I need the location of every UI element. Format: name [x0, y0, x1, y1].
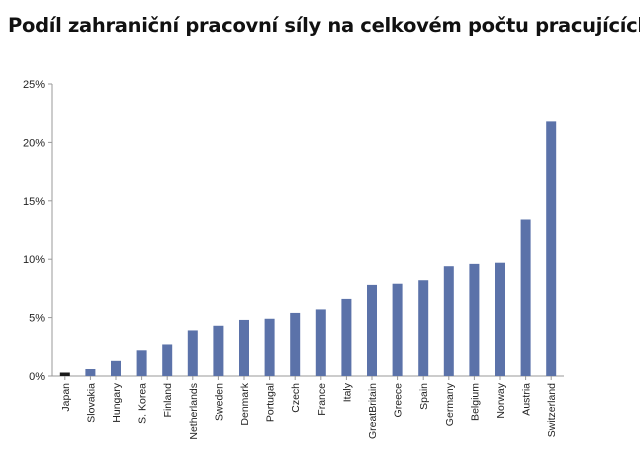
x-tick-label: Netherlands	[188, 383, 200, 440]
bar	[392, 283, 403, 376]
bar	[162, 344, 173, 376]
bar	[546, 121, 557, 376]
x-tick-label: Spain	[418, 383, 430, 410]
y-tick-label: 25%	[23, 79, 45, 91]
bar	[315, 309, 326, 376]
bar	[59, 372, 70, 376]
bar	[341, 298, 352, 376]
x-tick-label: Belgium	[469, 383, 481, 421]
x-tick-label: S. Korea	[137, 383, 149, 424]
x-tick-label: Portugal	[265, 383, 277, 422]
y-tick-label: 20%	[23, 137, 45, 149]
bars	[59, 121, 557, 376]
x-tick-label: Germany	[444, 382, 456, 426]
x-tick-label: Czech	[290, 383, 302, 413]
x-tick-label: Sweden	[213, 383, 225, 421]
bar	[443, 266, 454, 376]
x-tick-label: GreatBritain	[367, 383, 379, 439]
bar	[495, 262, 505, 376]
y-tick-label: 15%	[23, 196, 45, 208]
chart-axes	[51, 84, 564, 377]
bar	[418, 280, 429, 376]
bar	[520, 219, 531, 376]
bar	[213, 325, 224, 376]
x-tick-label: Austria	[521, 383, 533, 416]
x-tick-label: Finland	[162, 383, 174, 418]
x-axis-labels: Japan Slovakia Hungary S. Korea Finland Nethe…	[60, 376, 558, 440]
bar	[239, 319, 249, 376]
x-tick-label: Greece	[393, 383, 405, 418]
x-tick-label: Italy	[341, 382, 353, 402]
x-tick-label: Japan	[60, 383, 72, 412]
bar	[290, 312, 301, 376]
y-axis-ticks: 0% 5% 10% 15% 20% 25%	[23, 79, 52, 383]
x-tick-label: Slovakia	[85, 383, 97, 423]
y-tick-label: 0%	[29, 371, 45, 383]
bar	[367, 284, 377, 376]
bar	[469, 263, 480, 376]
bar	[187, 330, 198, 376]
x-tick-label: Switzerland	[546, 383, 558, 437]
x-tick-label: Hungary	[111, 382, 123, 422]
bar	[264, 318, 275, 376]
bar	[136, 350, 147, 376]
x-tick-label: Denmark	[239, 382, 251, 425]
y-tick-label: 10%	[23, 254, 45, 266]
y-tick-label: 5%	[29, 313, 45, 325]
bar	[85, 368, 96, 376]
chart-title: Podíl zahraniční pracovní síly na celkov…	[8, 14, 640, 37]
bar	[111, 360, 121, 376]
x-tick-label: Norway	[495, 382, 507, 418]
x-tick-label: France	[316, 383, 328, 416]
